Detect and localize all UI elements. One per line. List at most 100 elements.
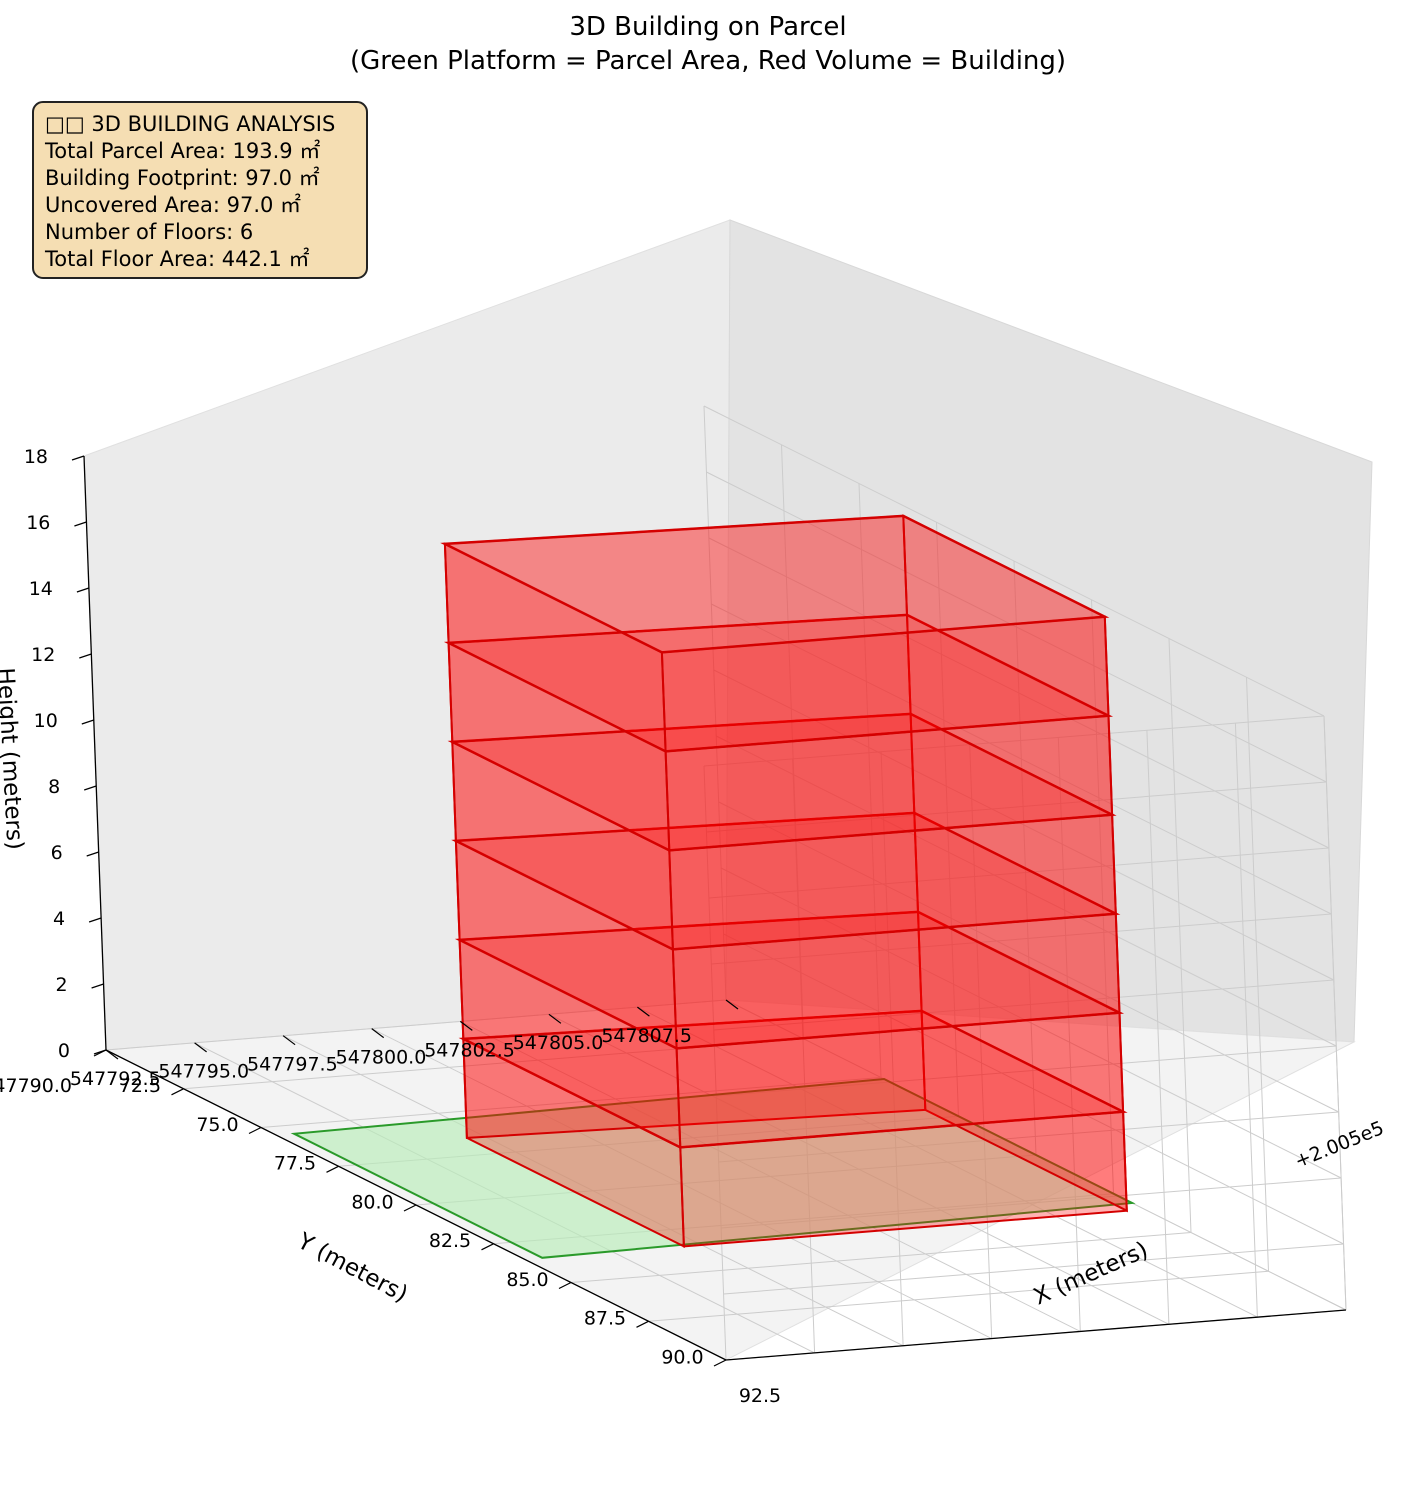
gridline-y-back xyxy=(1057,737,1081,1332)
x-axis-line xyxy=(725,1309,1347,1361)
gridline-y-back xyxy=(703,765,727,1361)
y-tick-label: 547797.5 xyxy=(247,1054,338,1076)
x-tick-label: 87.5 xyxy=(584,1308,626,1330)
building-layer xyxy=(440,514,1128,1249)
y-tick-label: 547790.0 xyxy=(0,1075,72,1097)
info-line-parcel-area: Total Parcel Area: 193.9 ㎡ xyxy=(45,139,321,163)
gridline-z-right xyxy=(706,781,1327,833)
gridline-z-left xyxy=(703,405,1325,717)
gridline-x-back xyxy=(1091,599,1114,1194)
gridline-z-left xyxy=(711,603,1332,915)
gridline-z-left xyxy=(713,669,1335,981)
z-tick-label: 6 xyxy=(51,842,63,864)
y-tick-label: 547807.5 xyxy=(601,1025,692,1047)
gridline-z-left xyxy=(718,801,1339,1113)
z-tick-label: 16 xyxy=(26,512,50,534)
x-tick-label: 75.0 xyxy=(196,1114,238,1136)
x-tick-mark xyxy=(636,1320,649,1328)
gridline-y-back xyxy=(1146,730,1170,1325)
x-tick-label: 92.5 xyxy=(739,1385,781,1407)
z-tick-label: 0 xyxy=(58,1040,70,1062)
gridline-x-back xyxy=(936,522,959,1117)
parcel-platform xyxy=(290,1077,1136,1259)
z-tick-label: 18 xyxy=(24,446,48,468)
y-axis-title: Y (meters) xyxy=(292,1228,411,1308)
gridline-y-back xyxy=(880,751,904,1346)
z-tick-mark xyxy=(91,983,104,989)
y-tick-label: 547795.0 xyxy=(158,1061,249,1083)
info-line-uncovered: Uncovered Area: 97.0 ㎡ xyxy=(45,193,302,217)
y-tick-mark xyxy=(371,1028,385,1039)
gridline-z-left xyxy=(708,537,1330,849)
y-tick-label: 547802.5 xyxy=(424,1039,515,1061)
x-tick-mark xyxy=(558,1281,572,1290)
x-tick-label: 80.0 xyxy=(351,1191,393,1213)
x-tick-mark xyxy=(171,1088,184,1096)
y-tick-label: 547800.0 xyxy=(336,1046,427,1068)
building-floor-slab xyxy=(440,514,1110,654)
z-tick-mark xyxy=(76,587,90,593)
z-tick-label: 10 xyxy=(34,710,58,732)
x-tick-mark xyxy=(481,1243,494,1251)
gridline-z-right xyxy=(723,1243,1344,1295)
y-tick-mark xyxy=(194,1042,207,1053)
gridline-y-back xyxy=(1234,723,1258,1318)
gridline-x-floor xyxy=(105,999,727,1051)
x-tick-mark xyxy=(93,1049,107,1057)
chart-title-line2: (Green Platform = Parcel Area, Red Volum… xyxy=(349,46,1067,76)
z-tick-mark xyxy=(88,917,102,923)
building-floor xyxy=(454,910,1125,1150)
gridline-x-back xyxy=(858,483,882,1078)
gridline-z-right xyxy=(713,979,1334,1031)
gridline-x-floor xyxy=(648,1270,1269,1322)
gridline-z-left xyxy=(723,933,1344,1245)
chart-title-line1: 3D Building on Parcel xyxy=(569,12,847,42)
x-tick-label: 82.5 xyxy=(429,1230,471,1252)
info-line-floors: Number of Floors: 6 xyxy=(45,220,254,244)
x-tick-mark xyxy=(713,1359,727,1367)
gridline-x-floor xyxy=(570,1232,1192,1283)
building-analysis-box: □□ 3D BUILDING ANALYSIS Total Parcel Are… xyxy=(32,101,368,279)
z-axis-line xyxy=(83,455,107,1051)
y-tick-mark xyxy=(282,1035,296,1046)
gridline-x-back xyxy=(1013,560,1037,1156)
gridline-z-right xyxy=(703,715,1325,767)
info-line-heading: □□ 3D BUILDING ANALYSIS xyxy=(45,112,336,136)
z-tick-mark xyxy=(71,455,85,461)
gridline-z-left xyxy=(720,867,1342,1179)
x-tick-mark xyxy=(403,1204,417,1212)
gridline-z-left xyxy=(706,471,1327,783)
gridline-z-left xyxy=(715,735,1337,1047)
y-tick-label: 547792.5 xyxy=(70,1068,161,1090)
gridline-x-back xyxy=(1168,638,1192,1233)
z-tick-mark xyxy=(81,719,94,725)
x-tick-label: 77.5 xyxy=(274,1153,316,1175)
x-axis-title: X (meters) xyxy=(1030,1237,1152,1310)
y-tick-mark xyxy=(637,1006,650,1017)
gridline-z-right xyxy=(711,913,1332,965)
y-tick-label: 547805.0 xyxy=(513,1032,604,1054)
x-tick-mark xyxy=(326,1165,339,1173)
z-tick-label: 4 xyxy=(53,908,65,930)
x-tick-label: 90.0 xyxy=(661,1346,703,1368)
z-tick-label: 2 xyxy=(56,974,68,996)
info-line-footprint: Building Footprint: 97.0 ㎡ xyxy=(45,166,320,190)
gridline-x-floor xyxy=(260,1077,882,1128)
info-line-floor-area: Total Floor Area: 442.1 ㎡ xyxy=(45,247,310,271)
parcel-layer xyxy=(290,1077,1136,1259)
gridline-y-back xyxy=(792,758,816,1353)
z-tick-mark xyxy=(79,653,92,659)
z-tick-label: 14 xyxy=(29,578,53,600)
building-floor xyxy=(447,712,1117,952)
gridline-x-back xyxy=(1246,677,1269,1272)
building-floor xyxy=(451,811,1121,1051)
x-tick-label: 72.5 xyxy=(119,1075,161,1097)
z-tick-mark xyxy=(86,851,99,857)
x-tick-mark xyxy=(248,1126,262,1135)
gridline-y-back xyxy=(1323,715,1347,1311)
z-tick-mark xyxy=(74,521,87,527)
z-axis-title: Height (meters) xyxy=(0,667,28,851)
x-tick-label: 85.0 xyxy=(506,1269,548,1291)
building-floor xyxy=(440,514,1110,754)
